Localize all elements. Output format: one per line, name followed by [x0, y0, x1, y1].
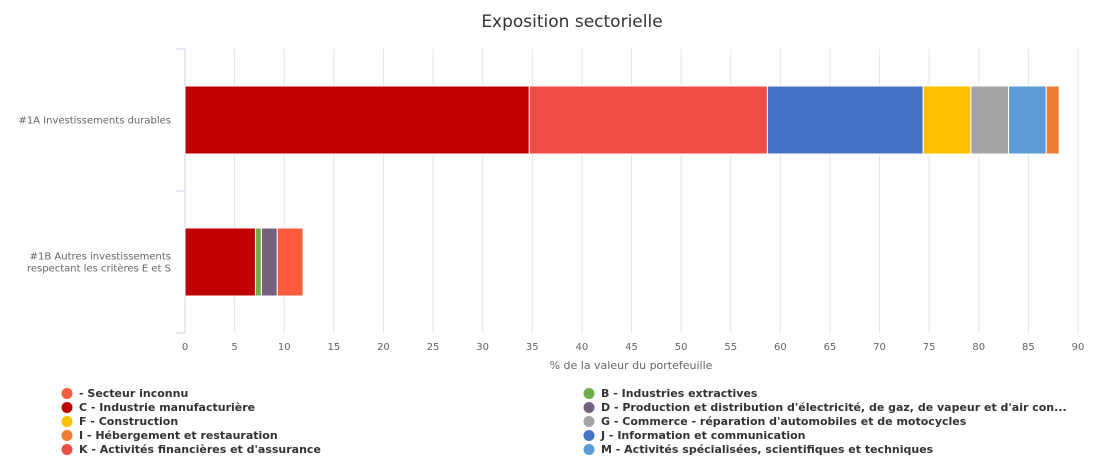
bars [184, 85, 1060, 297]
x-tick-label: 5 [231, 342, 237, 353]
bar-segment[interactable] [922, 85, 972, 155]
legend-item[interactable]: G - Commerce - réparation d'automobiles … [583, 415, 967, 428]
legend-label: B - Industries extractives [601, 387, 758, 400]
legend-label: I - Hébergement et restauration [79, 429, 278, 442]
x-tick-label: 10 [278, 342, 291, 353]
legend-marker [583, 444, 595, 455]
legend-marker [61, 430, 73, 441]
chart-title: Exposition sectorielle [481, 12, 662, 32]
x-tick-label: 75 [923, 342, 936, 353]
legend-marker [61, 416, 73, 427]
legend-item[interactable]: K - Activités financières et d'assurance [61, 443, 321, 456]
legend-item[interactable]: M - Activités spécialisées, scientifique… [583, 443, 934, 456]
bar-segment[interactable] [184, 85, 530, 155]
legend-label: F - Construction [79, 415, 178, 428]
x-tick-label: 35 [526, 342, 539, 353]
category-label: respectant les critères E et S [27, 263, 171, 275]
bar-segment[interactable] [184, 227, 256, 297]
bar-segment[interactable] [528, 85, 768, 155]
legend-label: C - Industrie manufacturière [79, 401, 255, 414]
legend-marker [61, 402, 73, 413]
category-label: #1A Investissements durables [18, 116, 171, 127]
legend-marker [61, 388, 73, 399]
legend-item[interactable]: - Secteur inconnu [61, 387, 189, 400]
category-label: #1B Autres investissements [30, 252, 171, 263]
x-tick-label: 50 [675, 342, 688, 353]
category-labels: #1A Investissements durables #1B Autres i… [18, 116, 171, 275]
x-tick-label: 60 [774, 342, 787, 353]
legend-label: J - Information et communication [600, 429, 805, 442]
x-tick-label: 55 [724, 342, 737, 353]
x-tick-label: 30 [476, 342, 489, 353]
bar-segment[interactable] [1045, 85, 1060, 155]
bar-segment[interactable] [254, 227, 262, 297]
x-tick-label: 0 [182, 342, 188, 353]
x-tick-label: 15 [327, 342, 340, 353]
x-tick-label: 80 [972, 342, 985, 353]
bar-segment[interactable] [1008, 85, 1047, 155]
bar-segment[interactable] [970, 85, 1010, 155]
x-axis-title: % de la valeur du portefeuille [550, 359, 713, 372]
legend-item[interactable]: C - Industrie manufacturière [61, 401, 256, 414]
legend-item[interactable]: D - Production et distribution d'électri… [583, 401, 1067, 414]
x-tick-label: 25 [427, 342, 440, 353]
legend-item[interactable]: J - Information et communication [583, 429, 806, 442]
bar-segment[interactable] [766, 85, 924, 155]
legend: - Secteur inconnu B - Industries extracti… [61, 387, 1067, 456]
x-tick-label: 70 [873, 342, 886, 353]
x-tick-label: 90 [1072, 342, 1085, 353]
x-tick-label: 20 [377, 342, 390, 353]
x-tick-label: 45 [625, 342, 638, 353]
legend-marker [583, 430, 595, 441]
legend-marker [61, 444, 73, 455]
legend-label: D - Production et distribution d'électri… [601, 401, 1067, 414]
x-tick-label: 85 [1022, 342, 1035, 353]
legend-marker [583, 402, 595, 413]
legend-marker [583, 416, 595, 427]
legend-item[interactable]: B - Industries extractives [583, 387, 758, 400]
legend-item[interactable]: I - Hébergement et restauration [61, 429, 278, 442]
bar-segment[interactable] [276, 227, 304, 297]
bar-segment[interactable] [260, 227, 278, 297]
x-tick-label: 65 [824, 342, 837, 353]
legend-label: K - Activités financières et d'assurance [79, 443, 321, 456]
x-tick-labels: 0 5 10 15 20 25 30 35 40 45 50 55 60 65 70 75 80 85 90 [182, 342, 1085, 353]
legend-label: G - Commerce - réparation d'automobiles … [601, 415, 967, 428]
legend-item[interactable]: F - Construction [61, 415, 179, 428]
legend-marker [583, 388, 595, 399]
x-tick-label: 40 [576, 342, 589, 353]
legend-label: M - Activités spécialisées, scientifique… [601, 443, 934, 456]
axes [176, 48, 186, 334]
legend-label: - Secteur inconnu [79, 387, 188, 400]
